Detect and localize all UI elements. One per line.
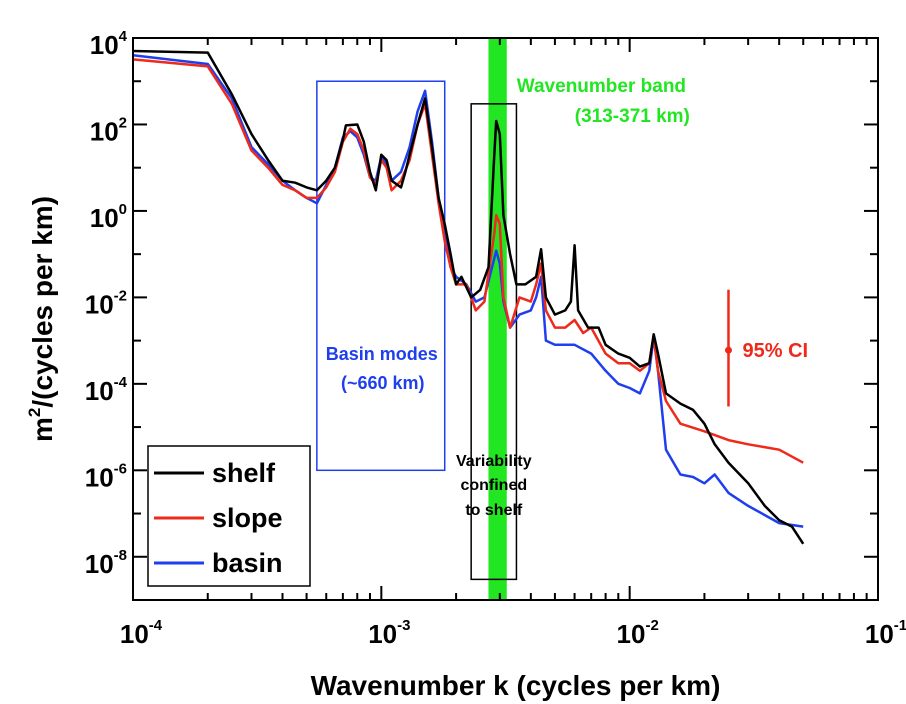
y-tick-label-6: 102 bbox=[90, 114, 127, 146]
plot-frame bbox=[132, 37, 879, 601]
legend-label-slope: slope bbox=[212, 503, 283, 533]
annotation-boxes-layer bbox=[316, 80, 518, 581]
y-tick-label-7: 104 bbox=[90, 28, 128, 60]
x-tick-label-3: 10-2 bbox=[617, 617, 659, 649]
y-tick-label-2: 10-6 bbox=[85, 460, 127, 492]
x-tick-label-2: 10-3 bbox=[368, 617, 410, 649]
series-line-slope bbox=[132, 58, 804, 464]
x-tick-label-1: 10-4 bbox=[120, 617, 163, 649]
legend-label-basin: basin bbox=[212, 548, 283, 578]
basin-modes-label-line-1: Basin modes bbox=[326, 344, 438, 364]
ci-center-marker bbox=[724, 346, 732, 354]
shelf-label-line-2: confined bbox=[460, 477, 527, 494]
shelf-label-line-1: Variability bbox=[456, 453, 532, 470]
x-axis-label: Wavenumber k (cycles per km) bbox=[311, 670, 721, 701]
ci-label: 95% CI bbox=[742, 340, 808, 362]
x-tick-label-4: 10-1 bbox=[865, 617, 906, 649]
series-line-shelf bbox=[132, 49, 805, 545]
legend-label-shelf: shelf bbox=[212, 458, 276, 488]
y-tick-label-3: 10-4 bbox=[85, 374, 128, 406]
tick-layer bbox=[132, 37, 879, 601]
basin-modes-box bbox=[316, 80, 446, 472]
y-tick-label-5: 100 bbox=[90, 201, 127, 233]
y-tick-label-1: 10-8 bbox=[85, 547, 127, 579]
series-layer bbox=[132, 49, 805, 545]
basin-modes-label-line-2: (~660 km) bbox=[341, 373, 425, 393]
shelf-variability-box bbox=[470, 103, 518, 581]
y-axis-label: m2/(cycles per km) bbox=[25, 196, 58, 442]
band-label-line-1: Wavenumber band bbox=[517, 76, 686, 97]
shelf-label-line-3: to shelf bbox=[465, 502, 523, 519]
y-tick-label-4: 10-2 bbox=[85, 287, 127, 319]
band-label-line-2: (313-371 km) bbox=[575, 106, 690, 127]
